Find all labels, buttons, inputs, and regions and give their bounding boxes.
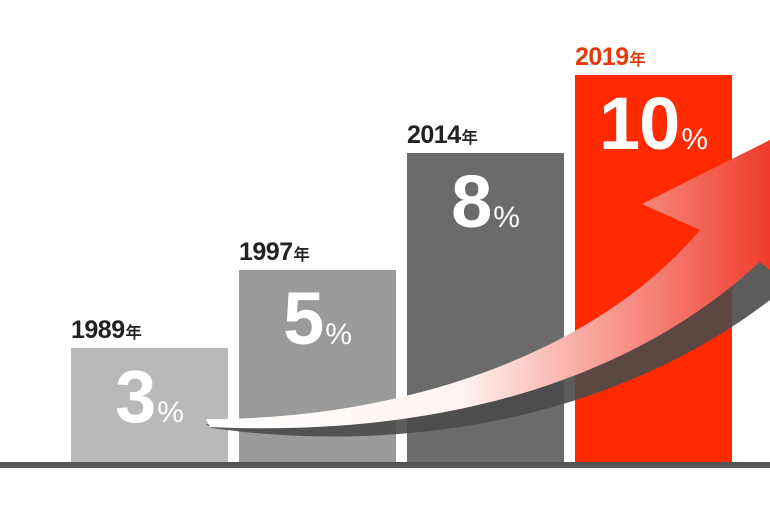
year-text: 1989	[71, 316, 125, 344]
year-text: 2019	[575, 43, 629, 71]
bar-1989	[71, 348, 228, 465]
year-suffix: 年	[629, 50, 646, 69]
value-label-1989: 3%	[71, 360, 228, 434]
rising-arrow	[206, 140, 770, 437]
value-label-2014: 8%	[407, 165, 564, 239]
year-text: 2014	[407, 121, 461, 149]
value-number: 10	[599, 82, 680, 165]
year-text: 1997	[239, 238, 293, 266]
year-label-1989: 1989 年	[71, 318, 142, 343]
value-unit: %	[325, 318, 352, 351]
year-label-2014: 2014 年	[407, 123, 478, 148]
year-suffix: 年	[461, 128, 478, 147]
rising-arrow-body	[206, 140, 770, 429]
value-label-2019: 10%	[575, 87, 732, 161]
value-unit: %	[157, 396, 184, 429]
year-label-2019: 2019 年	[575, 45, 646, 70]
year-suffix: 年	[293, 245, 310, 264]
value-unit: %	[493, 201, 520, 234]
value-number: 8	[451, 160, 492, 243]
year-label-1997: 1997 年	[239, 240, 310, 265]
year-suffix: 年	[125, 323, 142, 342]
value-number: 3	[115, 355, 156, 438]
value-unit: %	[681, 123, 708, 156]
value-number: 5	[283, 277, 324, 360]
value-label-1997: 5%	[239, 282, 396, 356]
